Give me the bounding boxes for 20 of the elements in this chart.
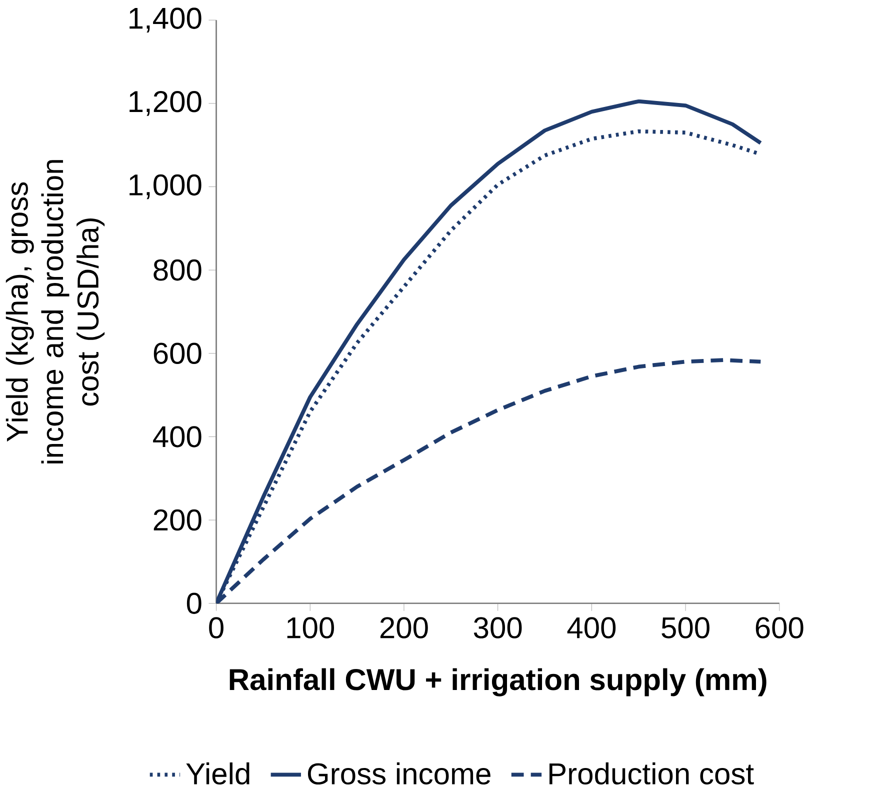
x-tick-label: 0 (209, 617, 224, 638)
x-tick-label: 200 (380, 617, 428, 638)
y-tick-label: 200 (154, 509, 202, 531)
x-tick-label: 600 (756, 617, 804, 638)
x-tick-label: 400 (567, 617, 616, 638)
legend-label: Production cost (550, 762, 754, 785)
y-tick-label: 400 (153, 426, 202, 448)
legend-label: Gross income (308, 762, 490, 785)
x-tick-label: 500 (662, 617, 710, 638)
x-tick-label: 100 (287, 617, 334, 638)
y-tick-label: 1,000 (130, 174, 202, 200)
y-tick-label: 0 (186, 592, 202, 614)
legend-label: Yield (186, 762, 250, 785)
y-tick-label: 800 (154, 259, 202, 281)
x-tick-label: 300 (474, 617, 522, 638)
y-tick-label: 1,400 (130, 8, 202, 33)
x-axis-title: Rainfall CWU + irrigation supply (mm) (230, 668, 766, 696)
y-tick-label: 600 (154, 342, 202, 364)
y-tick-label: 1,200 (130, 91, 202, 116)
y-axis-title: Yield (kg/ha), gross income and production cost (USD/ha) (6, 160, 105, 464)
